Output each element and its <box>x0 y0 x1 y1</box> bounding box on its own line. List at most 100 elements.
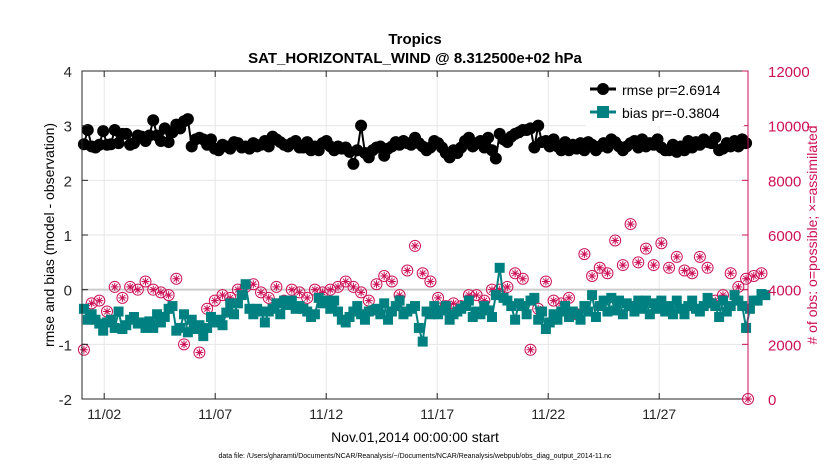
bias-point <box>460 301 471 312</box>
legend-box <box>586 78 744 126</box>
bias-point <box>429 301 440 312</box>
bias-point <box>390 301 401 312</box>
bias-point <box>563 312 574 322</box>
obs-assimilated-point <box>641 244 650 253</box>
bias-point <box>533 314 544 325</box>
obs-assimilated-point <box>688 269 697 278</box>
obs-assimilated-point <box>403 266 412 275</box>
left-tick-label-5: 3 <box>64 119 72 136</box>
bias-point <box>490 290 501 301</box>
bias-point <box>256 306 267 317</box>
bias-point <box>637 303 648 314</box>
bias-point <box>383 314 394 325</box>
obs-possible-point <box>624 218 637 231</box>
bias-point <box>440 301 451 312</box>
bias-point <box>652 303 663 314</box>
bias-point <box>733 295 744 306</box>
bias-point <box>217 320 228 331</box>
rmse-point <box>112 137 125 150</box>
obs-assimilated-point <box>364 296 373 305</box>
obs-assimilated-point <box>449 299 458 308</box>
obs-assimilated-point <box>411 241 419 250</box>
obs-possible-point <box>193 346 206 359</box>
bias-point <box>413 322 424 333</box>
bias-point <box>463 295 474 306</box>
obs-assimilated-point <box>726 269 735 278</box>
obs-assimilated-point <box>349 282 358 291</box>
obs-assimilated-point <box>195 348 204 357</box>
obs-assimilated-point <box>487 285 496 294</box>
bias-point <box>502 295 513 306</box>
obs-assimilated-point <box>357 288 366 297</box>
bias-point <box>352 301 363 312</box>
obs-possible-point <box>670 250 683 263</box>
bias-point <box>109 322 120 333</box>
bias-point <box>321 295 332 306</box>
right-tick-label-2: 4000 <box>768 283 801 300</box>
bias-point <box>698 301 709 312</box>
obs-assimilated-point <box>295 288 304 297</box>
rmse-point <box>162 136 175 149</box>
bias-point <box>760 290 771 301</box>
bias-point <box>179 309 190 320</box>
bias-point <box>221 307 232 318</box>
bias-point <box>248 309 259 320</box>
obs-assimilated-point <box>387 277 396 286</box>
obs-possible-point <box>647 259 660 272</box>
obs-assimilated-point <box>341 277 350 286</box>
obs-assimilated-point <box>618 261 627 270</box>
bias-point <box>506 301 517 312</box>
bias-point <box>225 298 236 309</box>
legend: rmse pr=2.6914 bias pr=-0.3804 <box>586 78 744 126</box>
bias-point <box>286 295 297 306</box>
obs-assimilated-point <box>418 269 427 278</box>
bias-point <box>575 314 586 325</box>
bias-point <box>309 309 320 320</box>
obs-possible-point <box>385 275 398 288</box>
obs-assimilated-point <box>526 345 535 354</box>
right-tick-label-1: 2000 <box>768 337 801 354</box>
left-tick-label-0: -2 <box>59 392 72 409</box>
obs-assimilated-point <box>626 220 635 229</box>
bias-point <box>560 301 571 312</box>
bias-point <box>198 331 209 342</box>
bias-point <box>494 262 505 273</box>
bias-point <box>244 303 255 314</box>
bias-point <box>229 309 240 320</box>
obs-possible-point <box>609 234 622 247</box>
x-tick-label-5: 11/27 <box>642 406 676 422</box>
obs-assimilated-point <box>110 282 119 291</box>
left-tick-label-1: -1 <box>59 337 72 354</box>
bias-point <box>267 303 278 314</box>
rmse-point <box>120 127 133 140</box>
y-axis-label-left: rmse and bias (model - observation) <box>41 123 57 347</box>
bias-point <box>344 312 355 322</box>
obs-assimilated-point <box>149 285 158 294</box>
bias-point <box>152 309 163 320</box>
obs-assimilated-point <box>103 307 112 316</box>
left-y-axis: -2 -1 0 1 2 3 4 <box>59 64 88 409</box>
bias-point <box>687 295 698 306</box>
rmse-point <box>482 131 495 144</box>
bias-point <box>140 322 151 333</box>
bias-point <box>105 314 116 325</box>
bias-point <box>202 322 213 333</box>
obs-assimilated-point <box>126 282 135 291</box>
obs-assimilated-point <box>310 285 319 294</box>
obs-assimilated-point <box>172 274 181 283</box>
right-tick-label-5: 10000 <box>768 119 810 136</box>
bias-point <box>394 295 405 306</box>
bias-point <box>148 322 159 333</box>
bias-point <box>186 314 197 325</box>
bias-point <box>552 314 563 325</box>
obs-possible-point <box>639 242 652 255</box>
obs-assimilated-point <box>303 293 312 302</box>
bias-point <box>675 303 686 314</box>
obs-possible-point <box>401 264 414 277</box>
chart-subtitle: SAT_HORIZONTAL_WIND @ 8.312500e+02 hPa <box>248 50 582 67</box>
bias-point <box>340 317 351 328</box>
obs-assimilated-point <box>634 258 643 267</box>
obs-assimilated-point <box>164 291 173 300</box>
obs-assimilated-point <box>326 285 335 294</box>
